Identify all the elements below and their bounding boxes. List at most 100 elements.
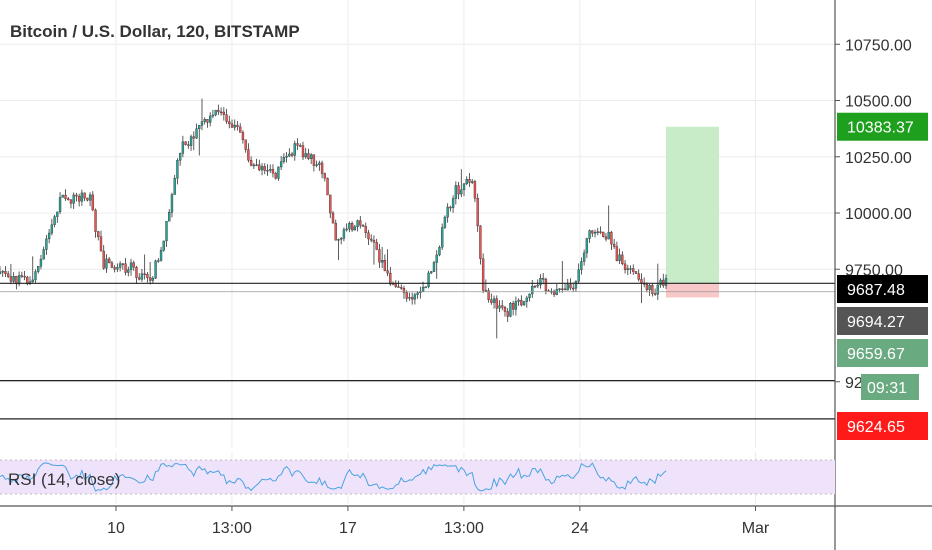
candle-body	[203, 119, 206, 122]
candle-body	[129, 262, 133, 270]
candle-body	[520, 299, 523, 306]
candle-body	[563, 288, 567, 291]
candle-body	[380, 260, 384, 263]
candle-body	[241, 132, 245, 141]
candle-body	[528, 293, 531, 299]
candle-body	[408, 297, 411, 299]
candle-body	[612, 243, 616, 247]
candle-body	[544, 279, 548, 292]
candles-group	[0, 98, 668, 339]
candle-body	[140, 273, 144, 280]
candle-body	[285, 155, 288, 158]
candle-body	[315, 164, 318, 166]
candle-body	[438, 247, 441, 256]
candle-body	[320, 162, 324, 174]
candle-body	[626, 268, 629, 270]
candle-body	[604, 236, 608, 240]
candle-body	[118, 263, 122, 268]
rsi-label: RSI (14, close)	[8, 470, 121, 489]
candle-body	[304, 153, 307, 158]
candle-body	[561, 288, 564, 290]
candle-body	[542, 278, 545, 280]
x-tick-label: 17	[339, 520, 357, 537]
candle-body	[558, 288, 561, 290]
candle-body	[7, 273, 10, 277]
candle-body	[184, 141, 187, 145]
candle-body	[514, 301, 518, 310]
candle-body	[585, 238, 589, 254]
candle-body	[443, 216, 447, 228]
candle-body	[198, 125, 201, 130]
candle-body	[402, 288, 406, 293]
candle-body	[192, 136, 195, 139]
candle-body	[386, 270, 389, 274]
candle-body	[274, 172, 277, 179]
candle-body	[492, 298, 496, 303]
candle-body	[247, 149, 250, 161]
candle-body	[484, 289, 488, 292]
candle-body	[569, 284, 572, 289]
price-label-box	[837, 275, 928, 303]
candle-body	[432, 262, 436, 272]
candle-body	[64, 194, 67, 199]
candle-body	[353, 226, 357, 231]
rsi-band	[0, 460, 835, 494]
candle-body	[91, 194, 94, 211]
candle-body	[659, 279, 662, 286]
candle-body	[58, 197, 62, 213]
candle-body	[345, 228, 348, 231]
candle-body	[219, 111, 223, 114]
candle-body	[271, 169, 275, 174]
candle-body	[148, 277, 152, 281]
candle-body	[479, 225, 482, 259]
candle-body	[318, 162, 321, 165]
candle-body	[582, 252, 586, 262]
candle-body	[233, 124, 236, 128]
candle-body	[634, 271, 638, 274]
candle-body	[446, 206, 449, 218]
candle-body	[375, 241, 378, 250]
candle-body	[487, 290, 490, 300]
candle-body	[509, 302, 512, 317]
candle-body	[168, 211, 171, 222]
candle-body	[359, 220, 362, 226]
candle-body	[113, 267, 116, 270]
candle-body	[539, 278, 542, 286]
position-stop-zone	[666, 283, 720, 298]
candle-body	[525, 297, 528, 302]
candle-body	[370, 238, 373, 241]
candle-body	[72, 194, 75, 204]
candle-body	[356, 220, 359, 227]
candle-body	[596, 231, 599, 233]
candle-body	[214, 109, 217, 116]
candle-body	[430, 271, 433, 274]
candle-body	[348, 223, 351, 230]
candle-body	[361, 225, 365, 227]
candle-body	[471, 181, 474, 183]
candle-body	[599, 231, 602, 233]
candle-body	[102, 250, 105, 269]
y-tick-label: 10250.00	[845, 150, 912, 167]
candle-body	[86, 197, 89, 201]
candle-body	[533, 285, 537, 288]
candle-body	[50, 224, 54, 234]
candle-body	[653, 293, 657, 295]
candle-body	[258, 164, 261, 171]
candle-body	[460, 189, 463, 195]
candle-body	[282, 157, 286, 162]
candle-body	[61, 194, 64, 198]
candle-body	[187, 144, 190, 146]
candle-body	[124, 263, 127, 273]
candle-body	[481, 258, 485, 291]
candle-body	[165, 221, 168, 242]
price-label-text: 9694.27	[847, 314, 905, 331]
candle-body	[517, 299, 520, 302]
candle-body	[239, 126, 242, 133]
candle-body	[17, 275, 21, 285]
candle-body	[495, 298, 498, 309]
candle-body	[80, 192, 84, 202]
candle-body	[94, 209, 97, 232]
candle-body	[326, 177, 329, 196]
